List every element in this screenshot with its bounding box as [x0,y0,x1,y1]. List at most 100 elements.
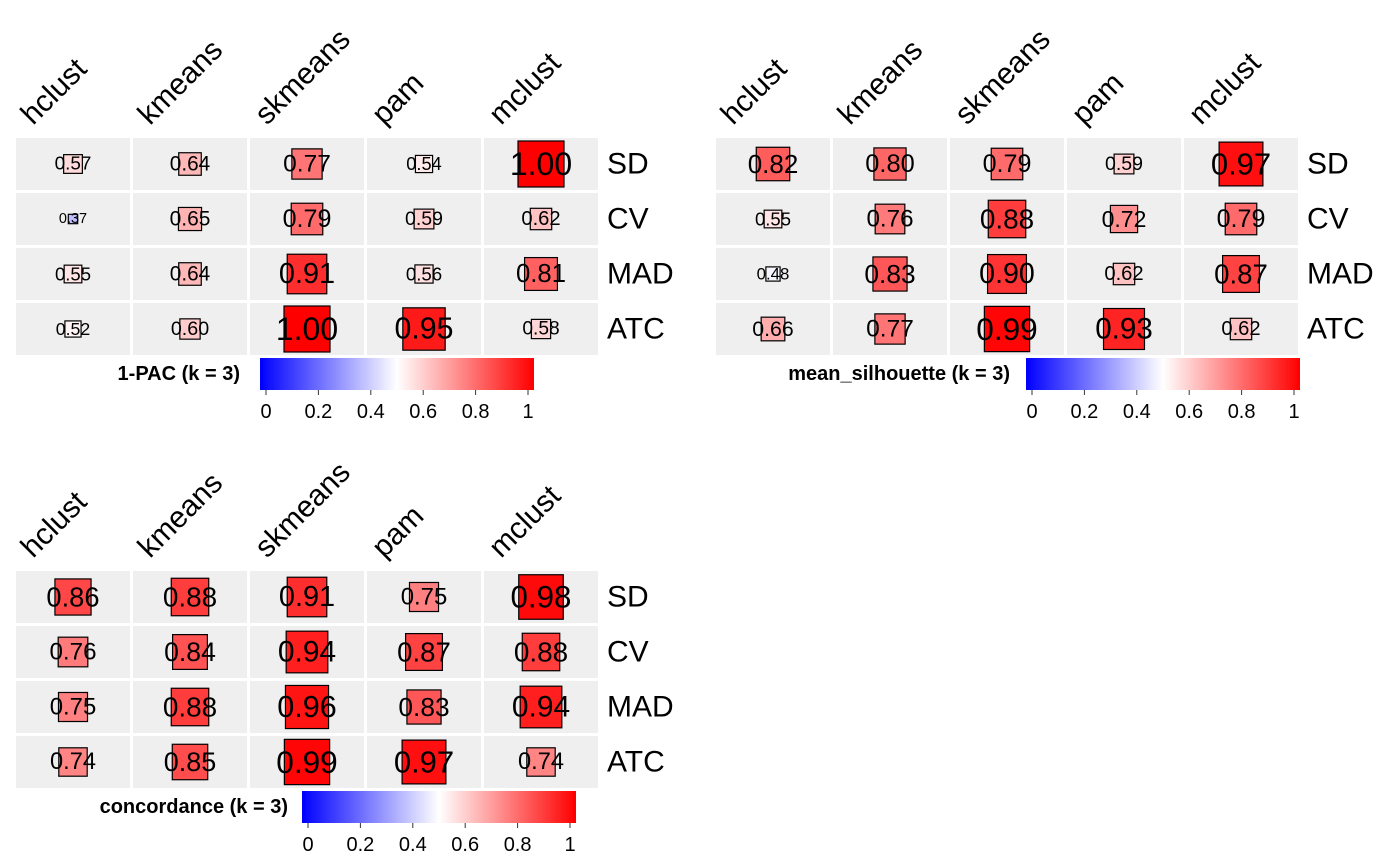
value-label: 0.62 [1104,263,1143,285]
value-label: 1.00 [276,311,338,347]
color-scale-bar [1026,358,1300,390]
value-label: 0.80 [865,150,914,178]
color-scale-bar [260,358,534,390]
tick-label: 1 [522,401,533,423]
value-box [171,743,209,781]
value-box [58,747,88,777]
value-box [1113,153,1135,175]
row-label-ATC: ATC [607,313,665,346]
column-label-kmeans: kmeans [132,466,230,564]
value-label: 0.77 [283,151,331,178]
value-box [290,202,324,236]
value-box [765,266,781,282]
value-label: 0.74 [50,749,96,775]
value-box [170,687,210,727]
value-box [872,256,908,292]
value-label: 0.99 [276,744,338,780]
row-label-SD: SD [1307,148,1349,181]
value-box [63,154,83,174]
value-box [291,148,323,180]
row-label-CV: CV [1307,203,1349,236]
color-scale-end-high [1297,358,1300,390]
value-box [1218,141,1264,187]
value-box [1224,202,1258,236]
tick-label: 0.8 [504,834,532,856]
tick-label: 0.4 [357,401,385,423]
heatmap-panel-3: hclust kmeans skmeans pam mclust 0.86 0.88 0.91… [15,456,674,856]
value-box [987,199,1027,239]
value-box [63,264,83,284]
value-label: 0.65 [170,208,211,231]
value-box [171,633,209,671]
column-label-mclust: mclust [483,46,568,131]
color-scale-end-low [260,358,263,390]
row-label-SD: SD [607,148,649,181]
value-box [170,577,210,617]
value-label: 0.66 [752,317,793,341]
color-scale-end-high [531,358,534,390]
value-label: 0.62 [521,208,560,230]
legend-title: mean_silhouette (k = 3) [788,363,1010,385]
value-box [57,691,89,723]
value-box [414,264,434,284]
value-box [178,262,202,286]
column-label-mclust: mclust [1183,46,1268,131]
tick-label: 0.4 [399,834,427,856]
value-label: 0.83 [864,259,915,289]
value-label: 0.90 [979,258,1035,290]
row-label-CV: CV [607,636,649,669]
value-label: 0.79 [983,150,1032,178]
tick-label: 0.8 [462,401,490,423]
value-box [519,685,563,729]
value-box [874,313,906,345]
column-label-skmeans: skmeans [249,23,357,131]
tick-label: 0.2 [304,401,332,423]
column-label-kmeans: kmeans [832,33,930,131]
value-label: 0.55 [55,264,91,285]
value-label: 0.95 [395,313,454,346]
column-label-kmeans: kmeans [132,33,230,131]
value-label: 0.99 [976,311,1038,347]
row-label-ATC: ATC [607,746,665,779]
value-label: 0.79 [283,205,332,233]
value-label: 0.64 [170,153,210,176]
tick-label: 0.4 [1123,401,1151,423]
tick-label: 0.8 [1228,401,1256,423]
value-box [283,738,331,786]
value-box [521,632,561,672]
color-scale-end-low [1026,358,1029,390]
value-box [177,206,203,232]
value-label: 0.79 [1217,205,1266,233]
color-scale-end-low [302,791,305,823]
value-label: 0.87 [1214,259,1268,290]
column-label-skmeans: skmeans [249,456,357,564]
column-label-pam: pam [366,66,431,131]
value-box [404,632,444,672]
value-box [1229,317,1253,341]
value-label: 0.59 [405,208,443,230]
value-box [413,208,435,230]
value-label: 0.76 [49,639,96,666]
value-label: 0.98 [511,580,572,615]
value-box [54,578,92,616]
tick-label: 0.2 [346,834,374,856]
tick-label: 0 [302,834,313,856]
value-label: 0.55 [755,209,791,230]
value-label: 0.62 [1221,318,1260,340]
value-box [284,684,330,730]
value-box [529,207,553,231]
value-label: 0.37 [59,211,87,227]
legend-title: 1-PAC (k = 3) [118,363,240,385]
value-box [763,209,783,229]
value-box [401,739,447,785]
value-box [67,213,79,225]
value-label: 0.94 [278,636,336,669]
value-box [1221,254,1261,294]
value-label: 0.52 [56,319,90,339]
value-box [518,574,564,620]
value-label: 0.88 [514,637,568,668]
value-label: 0.83 [398,692,449,722]
value-label: 0.82 [748,149,799,179]
value-box [526,747,556,777]
